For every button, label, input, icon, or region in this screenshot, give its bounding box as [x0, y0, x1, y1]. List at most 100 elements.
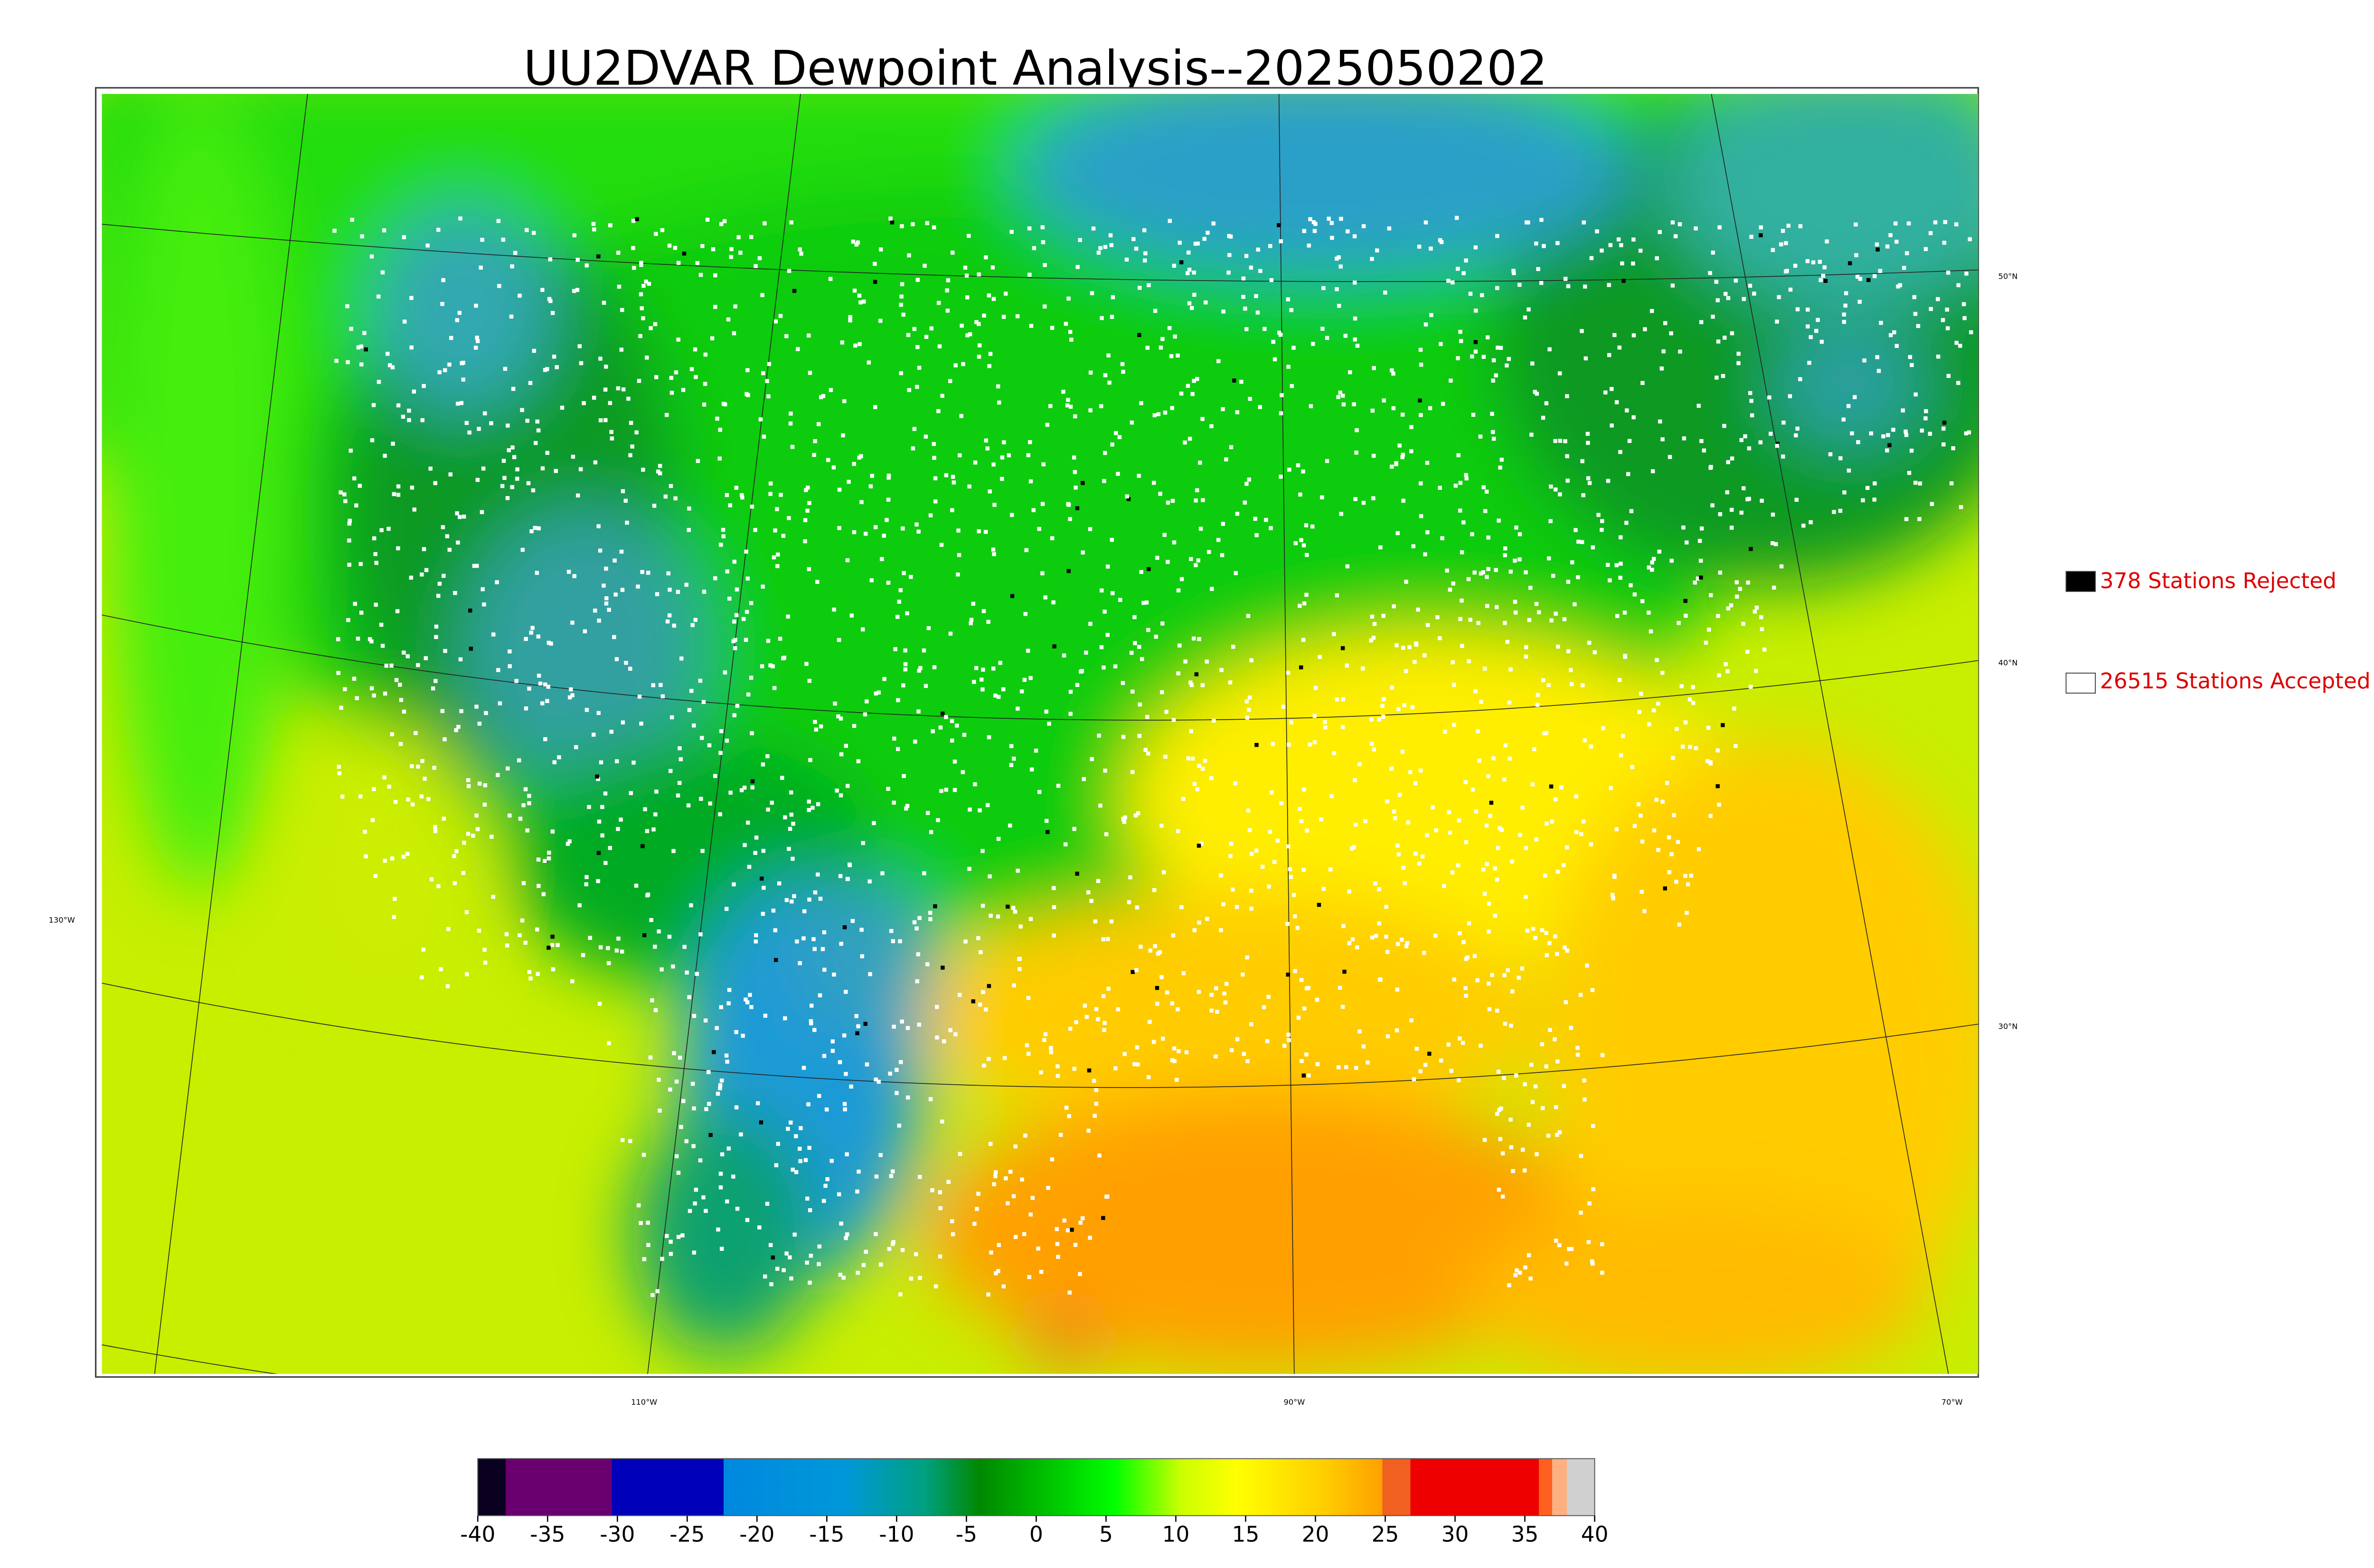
station-marker — [1530, 1100, 1535, 1104]
station-marker — [837, 638, 841, 642]
station-marker — [1618, 450, 1622, 454]
station-marker — [474, 704, 479, 709]
station-marker — [420, 759, 424, 763]
station-marker — [1449, 1069, 1454, 1073]
station-marker — [845, 558, 850, 563]
station-marker — [741, 1033, 745, 1038]
station-marker — [424, 656, 428, 660]
station-marker — [864, 1249, 868, 1254]
station-marker — [1565, 454, 1569, 459]
station-marker — [419, 794, 424, 798]
station-marker — [1155, 555, 1159, 560]
station-marker — [1608, 243, 1613, 247]
station-marker — [535, 419, 539, 424]
station-marker — [1920, 428, 1924, 433]
station-marker — [1677, 222, 1682, 226]
station-marker — [453, 591, 457, 595]
station-marker — [952, 760, 957, 764]
station-marker — [979, 950, 983, 955]
station-marker — [464, 972, 469, 976]
station-marker — [1137, 645, 1141, 649]
station-marker — [432, 766, 436, 770]
station-marker — [607, 1041, 611, 1045]
station-marker — [1311, 342, 1315, 346]
station-marker — [1244, 254, 1249, 258]
station-marker — [645, 829, 650, 833]
station-marker — [727, 596, 732, 601]
station-marker — [1498, 465, 1502, 470]
station-marker — [1304, 592, 1309, 597]
station-marker — [750, 785, 754, 789]
station-marker — [1875, 247, 1880, 252]
station-marker — [370, 818, 375, 822]
station-marker — [495, 580, 499, 584]
station-marker — [842, 1033, 847, 1038]
station-marker — [596, 254, 601, 259]
station-marker — [1160, 337, 1165, 341]
station-marker — [452, 881, 457, 885]
station-marker — [1563, 277, 1568, 281]
station-marker — [1523, 315, 1527, 320]
station-marker — [1772, 585, 1776, 590]
station-marker — [1429, 313, 1433, 317]
station-marker — [932, 225, 936, 230]
station-marker — [1492, 436, 1496, 441]
station-marker — [660, 228, 665, 233]
station-marker — [1192, 292, 1196, 297]
station-marker — [581, 953, 585, 958]
station-marker — [948, 1028, 952, 1033]
station-marker — [1459, 339, 1463, 343]
station-marker — [1040, 571, 1045, 575]
station-marker — [474, 813, 479, 818]
station-marker — [639, 263, 643, 267]
station-marker — [595, 774, 599, 779]
station-marker — [636, 1203, 641, 1208]
station-marker — [1396, 852, 1401, 856]
station-marker — [1041, 240, 1046, 244]
station-marker — [925, 962, 930, 967]
station-markers — [332, 216, 1973, 1297]
station-marker — [584, 882, 588, 886]
station-marker — [950, 738, 954, 743]
station-marker — [503, 366, 508, 371]
station-marker — [1425, 833, 1429, 837]
station-marker — [1419, 362, 1423, 367]
station-marker — [1221, 310, 1225, 314]
station-marker — [1717, 802, 1721, 807]
station-marker — [645, 356, 649, 360]
station-marker — [1262, 327, 1267, 331]
station-marker — [1832, 510, 1836, 514]
station-marker — [1302, 1006, 1307, 1011]
station-marker — [1969, 330, 1973, 335]
station-marker — [780, 776, 784, 780]
station-marker — [1928, 231, 1933, 235]
station-marker — [958, 453, 962, 458]
station-marker — [1916, 324, 1921, 328]
station-marker — [1464, 476, 1469, 480]
station-marker — [459, 401, 464, 405]
station-marker — [1193, 242, 1198, 246]
station-marker — [893, 647, 898, 651]
station-marker — [1310, 524, 1315, 529]
station-marker — [897, 1123, 902, 1128]
station-marker — [950, 1219, 954, 1223]
station-marker — [467, 430, 471, 435]
station-marker — [1464, 994, 1468, 998]
station-marker — [1417, 244, 1422, 249]
station-marker — [774, 1163, 779, 1167]
station-marker — [543, 859, 547, 863]
station-marker — [992, 552, 996, 556]
station-marker — [936, 818, 940, 822]
station-marker — [434, 635, 438, 639]
station-marker — [472, 563, 477, 568]
station-marker — [1513, 558, 1517, 563]
station-marker — [1190, 392, 1195, 396]
station-marker — [951, 480, 956, 485]
station-marker — [891, 1169, 895, 1174]
station-marker — [852, 530, 857, 535]
station-marker — [528, 976, 533, 981]
station-marker — [458, 515, 462, 519]
station-marker — [466, 784, 471, 789]
station-marker — [713, 305, 717, 309]
station-marker — [1196, 844, 1201, 848]
